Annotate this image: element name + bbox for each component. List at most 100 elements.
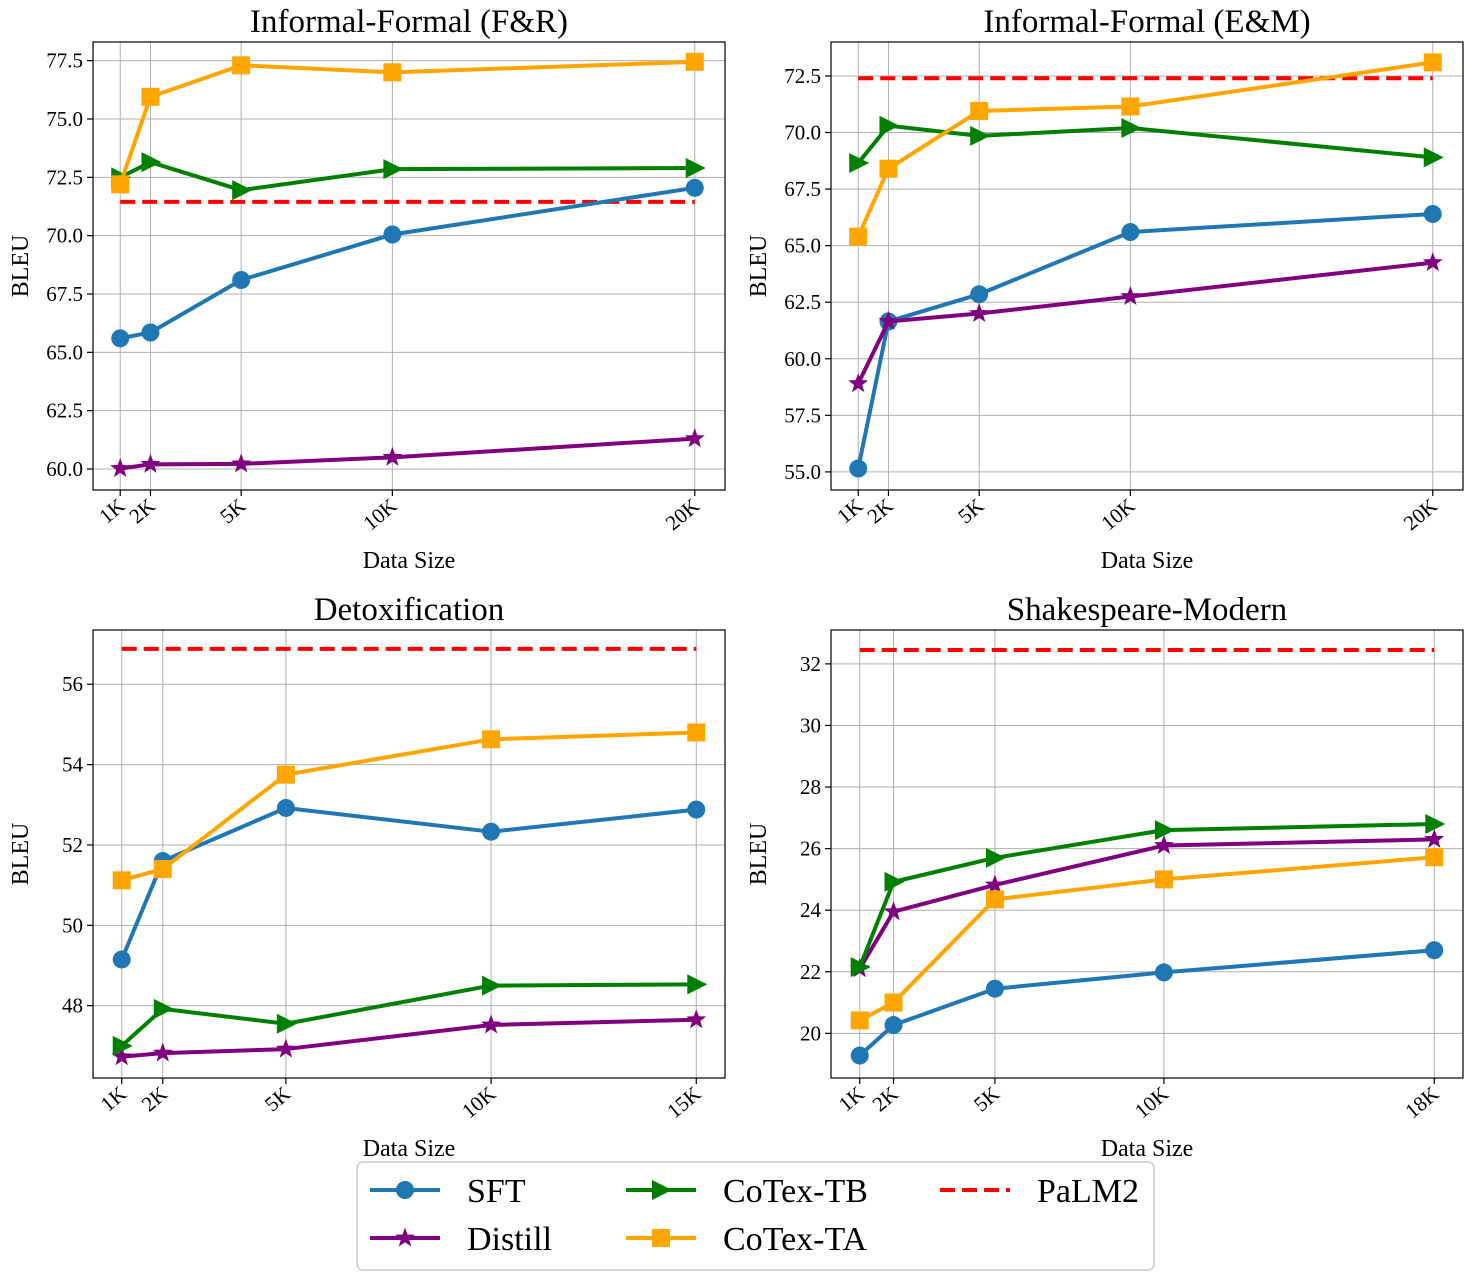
x-tick-label: 2K	[137, 1081, 172, 1116]
series-line-sft	[119, 805, 697, 961]
data-point-sft	[687, 800, 706, 819]
data-point-cotex_tb	[1121, 117, 1142, 138]
grid	[93, 630, 725, 1078]
series-cotex_ta	[849, 53, 1442, 246]
x-tick-label: 5K	[260, 1081, 295, 1116]
data-point-cotex_ta	[1425, 848, 1444, 867]
series-line-distill	[119, 436, 695, 471]
y-tick-label: 54	[62, 753, 84, 777]
data-point-cotex_ta	[985, 890, 1004, 909]
y-tick-label: 30	[800, 713, 821, 737]
data-point-distill	[152, 1042, 173, 1062]
plot-frame	[92, 629, 726, 1079]
data-point-sft	[232, 271, 251, 289]
plot-frame	[830, 41, 1464, 491]
y-tick-label: 70.0	[784, 121, 821, 145]
y-axis-label: BLEU	[746, 823, 772, 886]
data-point-sft	[1121, 223, 1140, 242]
legend-marker-cotex_ta	[652, 1229, 670, 1247]
data-point-sft	[1423, 204, 1442, 223]
panel-title: Detoxification	[314, 592, 505, 628]
data-point-cotex_tb	[849, 153, 870, 174]
data-point-cotex_tb	[850, 957, 871, 978]
y-tick-label: 57.5	[784, 403, 821, 427]
y-axis-label: BLEU	[8, 235, 34, 298]
legend-marker-cotex_tb	[652, 1180, 672, 1200]
data-point-cotex_ta	[232, 56, 251, 75]
y-tick-label: 67.5	[46, 282, 83, 306]
legend: SFT Distill CoTex-TB CoTex-TA PaLM2	[356, 1161, 1155, 1271]
x-tick-label: 1K	[834, 1081, 869, 1116]
y-tick-label: 62.5	[46, 399, 83, 423]
data-point-cotex_tb	[383, 159, 404, 180]
data-point-cotex_tb	[153, 998, 174, 1019]
data-point-distill	[1422, 252, 1443, 272]
y-tick-label: 60.0	[784, 347, 821, 371]
y-tick-label: 65.0	[784, 234, 821, 258]
data-point-sft	[685, 178, 704, 197]
y-tick-label: 28	[800, 775, 821, 799]
data-point-cotex_tb	[112, 1035, 133, 1056]
x-tick-label: 5K	[969, 1081, 1004, 1116]
data-point-cotex_tb	[879, 115, 900, 136]
legend-label-cotex_ta: CoTex-TA	[723, 1221, 868, 1258]
y-tick-label: 48	[62, 994, 83, 1018]
data-point-cotex_ta	[1121, 97, 1140, 116]
panel-title: Informal-Formal (E&M)	[983, 4, 1310, 40]
data-point-sft	[884, 1016, 903, 1035]
data-point-sft	[1154, 963, 1173, 982]
y-tick-label: 70.0	[46, 224, 83, 248]
data-point-sft	[850, 1046, 869, 1065]
data-point-cotex_ta	[276, 765, 295, 784]
data-point-distill	[848, 373, 869, 393]
data-point-cotex_ta	[1423, 53, 1442, 72]
data-point-distill	[878, 310, 899, 330]
data-point-cotex_tb	[970, 125, 991, 146]
series-cotex_tb	[111, 152, 706, 201]
panel-title: Informal-Formal (F&R)	[250, 4, 568, 40]
series-line-sft	[119, 185, 696, 341]
x-tick-label: 5K	[953, 493, 988, 528]
x-axis-label: Data Size	[1101, 1136, 1194, 1162]
legend-label-sft: SFT	[467, 1173, 526, 1210]
series-cotex_tb	[112, 974, 708, 1056]
series-sft	[112, 798, 706, 969]
x-tick-label: 2K	[868, 1081, 903, 1116]
data-point-sft	[276, 798, 295, 817]
data-point-cotex_ta	[687, 723, 706, 742]
x-tick-label: 15K	[662, 1081, 705, 1123]
data-point-distill	[481, 1014, 502, 1034]
y-tick-label: 60.0	[46, 457, 83, 481]
data-point-cotex_tb	[1423, 147, 1444, 168]
y-tick-label: 32	[800, 652, 821, 676]
legend-label-palm2: PaLM2	[1037, 1173, 1139, 1210]
series-line-distill	[121, 1017, 697, 1059]
data-point-cotex_tb	[232, 180, 253, 201]
x-tick-label: 2K	[125, 493, 160, 528]
x-tick-label: 1K	[96, 1081, 131, 1116]
data-point-sft	[482, 822, 501, 841]
data-point-distill	[110, 458, 131, 478]
y-tick-label: 65.0	[46, 340, 83, 364]
data-point-distill	[684, 428, 705, 448]
data-point-distill	[1153, 835, 1174, 855]
y-axis-label: BLEU	[8, 823, 34, 886]
data-point-cotex_tb	[687, 974, 708, 995]
data-point-cotex_ta	[879, 159, 898, 178]
y-tick-label: 67.5	[784, 177, 821, 201]
data-point-cotex_tb	[1154, 820, 1175, 841]
legend-label-distill: Distill	[467, 1221, 552, 1258]
data-point-cotex_ta	[884, 993, 903, 1012]
series-sft	[111, 178, 704, 348]
x-tick-label: 10K	[1130, 1081, 1173, 1123]
legend-label-cotex_tb: CoTex-TB	[723, 1173, 868, 1210]
legend-marker-distill	[395, 1227, 415, 1247]
x-tick-label: 10K	[457, 1081, 500, 1123]
data-point-sft	[111, 329, 130, 348]
series-line-sft	[856, 211, 1433, 469]
y-tick-label: 55.0	[784, 460, 821, 484]
y-tick-label: 52	[62, 833, 83, 857]
x-tick-label: 20K	[1399, 493, 1442, 535]
series-sft	[849, 204, 1442, 478]
